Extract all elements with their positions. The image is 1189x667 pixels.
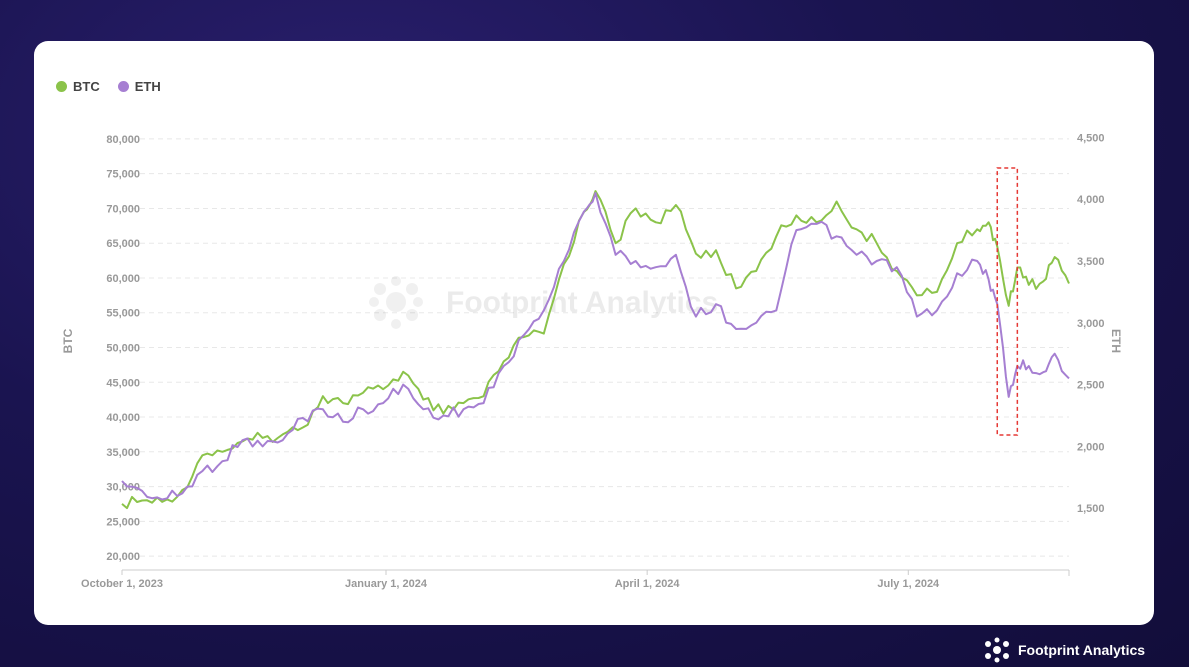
- y-left-tick-label: 25,000: [106, 516, 140, 528]
- y-right-tick-label: 2,500: [1077, 380, 1105, 392]
- x-tick-label: April 1, 2024: [615, 578, 681, 590]
- y-right-tick-label: 2,000: [1077, 441, 1105, 453]
- y-right-title: ETH: [1109, 329, 1123, 353]
- y-right-tick-label: 1,500: [1077, 503, 1105, 515]
- grid-lines: [122, 138, 1069, 557]
- legend-btc-label: BTC: [73, 79, 100, 94]
- chart-legend: BTC ETH: [56, 79, 161, 94]
- legend-eth-label: ETH: [134, 79, 161, 94]
- y-right-tick-label: 3,000: [1077, 318, 1105, 330]
- legend-item-eth[interactable]: ETH: [117, 79, 161, 94]
- y-left-tick-label: 35,000: [106, 447, 140, 459]
- y-left-tick-label: 75,000: [106, 169, 140, 181]
- legend-btc-dot: [56, 81, 67, 92]
- x-tick-label: July 1, 2024: [877, 578, 940, 590]
- y-left-tick-label: 30,000: [106, 482, 140, 494]
- y-left-tick-label: 45,000: [106, 377, 140, 389]
- y-left-tick-label: 70,000: [106, 203, 140, 215]
- brand-text: Footprint Analytics: [1018, 642, 1146, 658]
- y-axis-right: 1,500 2,000 2,500 3,000 3,500 4,000 4,500: [1077, 132, 1105, 515]
- brand-footer: Footprint Analytics: [982, 637, 1145, 663]
- series-lines: [121, 190, 1070, 510]
- y-axis-left: 20,000 25,000 30,000 35,000 40,000 45,000 50,0…: [106, 134, 140, 563]
- y-left-tick-label: 40,000: [106, 412, 140, 424]
- price-chart: Footprint Analytics 20,000 25,000 30,000 35…: [61, 132, 1123, 590]
- y-left-tick-label: 20,000: [106, 551, 140, 563]
- y-left-tick-label: 80,000: [106, 134, 140, 146]
- x-tick-label: January 1, 2024: [345, 578, 428, 590]
- series-line-eth: [121, 192, 1070, 501]
- legend-eth-dot: [117, 81, 129, 92]
- x-tick-label: October 1, 2023: [81, 578, 163, 590]
- y-right-tick-label: 4,000: [1077, 194, 1105, 206]
- highlight-box: [996, 167, 1019, 436]
- x-axis: October 1, 2023 January 1, 2024 April 1, 2…: [81, 569, 1070, 590]
- watermark-text: Footprint Analytics: [446, 286, 718, 319]
- y-left-tick-label: 60,000: [106, 273, 140, 285]
- footprint-logo-icon: [985, 637, 1009, 663]
- y-left-title: BTC: [61, 328, 75, 353]
- y-left-tick-label: 50,000: [106, 343, 140, 355]
- y-left-tick-label: 65,000: [106, 238, 140, 250]
- y-right-tick-label: 4,500: [1077, 132, 1105, 144]
- watermark: Footprint Analytics: [369, 276, 718, 329]
- series-line-btc: [121, 190, 1070, 510]
- y-right-tick-label: 3,500: [1077, 256, 1105, 268]
- legend-item-btc[interactable]: BTC: [56, 79, 100, 94]
- y-left-tick-label: 55,000: [106, 308, 140, 320]
- chart-card: BTC ETH Footprint Analytics 20,000 25,000…: [34, 41, 1154, 625]
- watermark-logo-icon: [369, 276, 423, 329]
